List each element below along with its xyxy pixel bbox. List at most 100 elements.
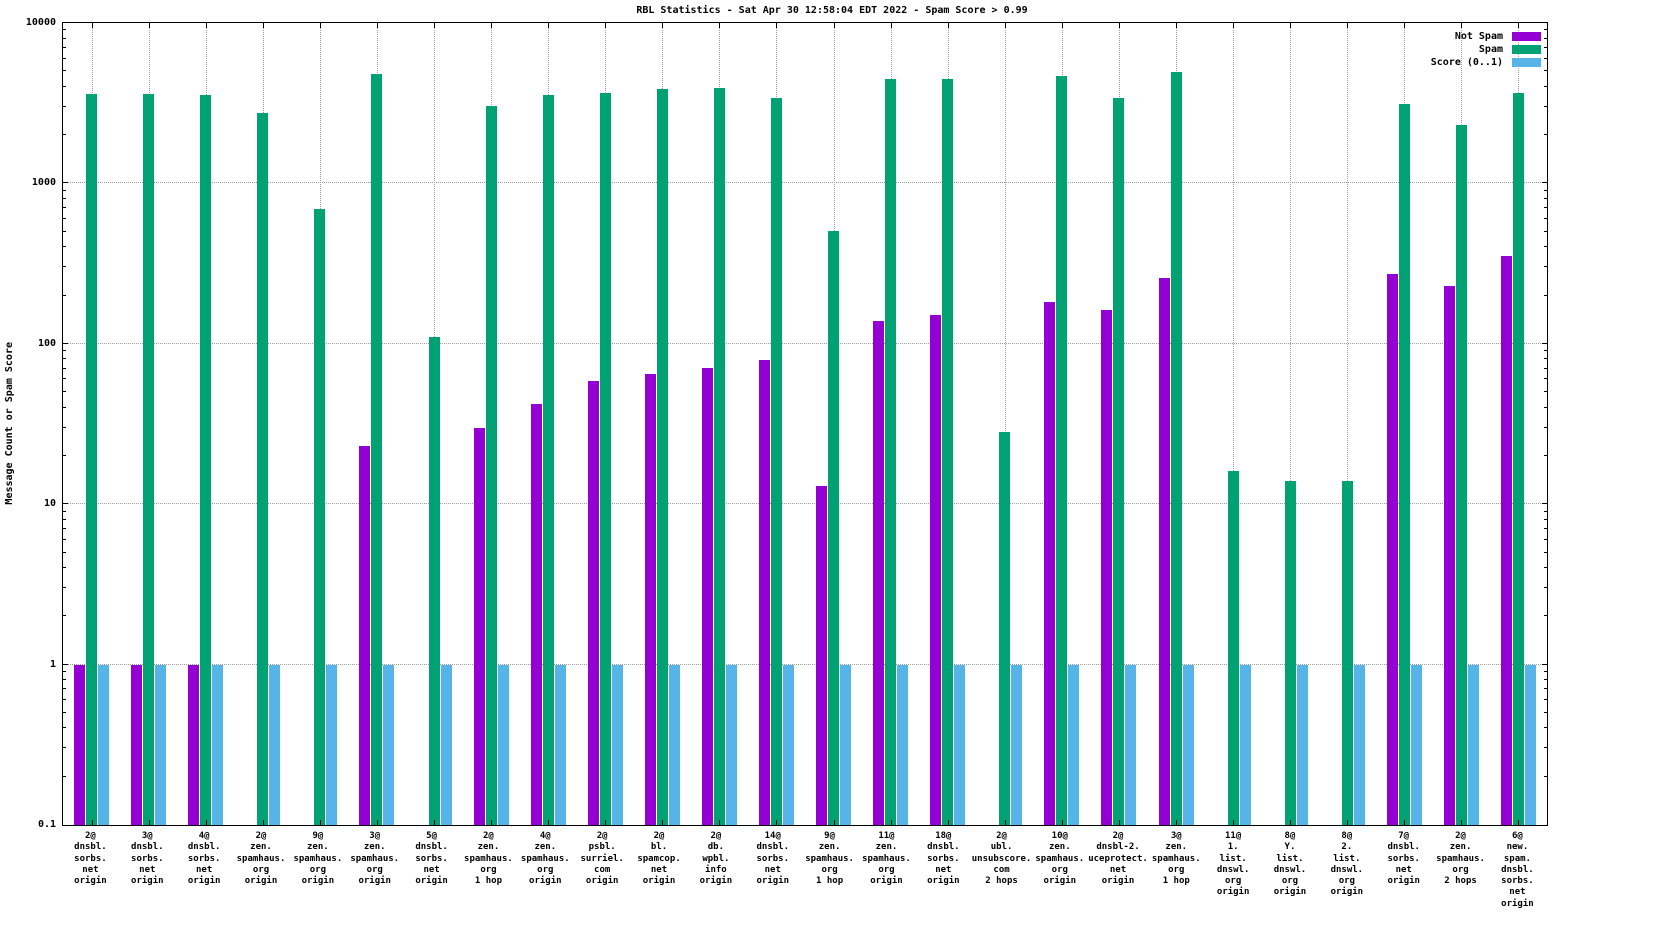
x-category-label: 11@ 1. list. dnswl. org origin [1216, 831, 1250, 898]
bar-spam [257, 112, 269, 825]
x-category-label: 2@ psbl. surriel. com origin [580, 831, 624, 886]
x-tick [319, 820, 321, 825]
category-group [1262, 23, 1319, 825]
category-group [976, 23, 1033, 825]
x-category-label: 8@ 2. list. dnswl. org origin [1330, 831, 1364, 898]
bar-spam [143, 94, 155, 825]
legend-label: Score (0..1) [1430, 57, 1503, 68]
y-minor-tick [1544, 587, 1547, 589]
bar-spam [713, 88, 725, 825]
x-tick [491, 820, 493, 825]
y-tick [63, 663, 68, 665]
x-tick [1347, 23, 1349, 28]
bar-not-spam [816, 485, 828, 825]
x-tick [890, 820, 892, 825]
y-tick-label: 1 [49, 658, 56, 670]
bar-not-spam [188, 664, 200, 825]
bar-spam [371, 73, 383, 825]
x-tick [605, 820, 607, 825]
x-tick [1461, 23, 1463, 28]
y-tick [63, 342, 68, 344]
legend-label: Spam [1478, 44, 1503, 55]
x-tick [1233, 23, 1235, 28]
bar-not-spam [359, 446, 371, 825]
y-minor-tick [1544, 615, 1547, 617]
x-tick [1290, 23, 1292, 28]
bar-spam [770, 97, 782, 825]
legend-item: Score (0..1) [1431, 56, 1541, 69]
category-group [1490, 23, 1547, 825]
x-category-label: 18@ dnsbl. sorbs. net origin [927, 831, 960, 886]
category-group [862, 23, 919, 825]
x-tick [1461, 820, 1463, 825]
y-minor-tick [1544, 358, 1547, 360]
y-minor-tick [1544, 246, 1547, 248]
bar-score-0-1 [1353, 664, 1365, 825]
bar-score-0-1 [155, 664, 167, 825]
bar-spam [314, 209, 326, 825]
legend-swatch [1512, 58, 1541, 67]
x-category-label: 4@ dnsbl. sorbs. net origin [187, 831, 221, 886]
x-tick [262, 820, 264, 825]
bar-spam [656, 89, 668, 825]
y-tick-label: 1000 [31, 177, 56, 189]
y-tick [1542, 342, 1547, 344]
y-axis-title-wrap: Message Count or Spam Score [2, 22, 16, 824]
bar-spam [1056, 75, 1068, 825]
x-category-label: 2@ ubl. unsubscore. com 2 hops [971, 831, 1032, 886]
category-group [520, 23, 577, 825]
legend-item: Not Spam [1431, 30, 1541, 43]
category-group [177, 23, 234, 825]
bar-spam [1398, 104, 1410, 825]
category-group [405, 23, 462, 825]
bar-score-0-1 [668, 664, 680, 825]
y-minor-tick [1544, 134, 1547, 136]
x-tick [890, 23, 892, 28]
bar-spam [86, 93, 98, 825]
category-group [291, 23, 348, 825]
y-gridline [63, 342, 1547, 344]
y-minor-tick [1544, 294, 1547, 296]
x-category-label: 3@ dnsbl. sorbs. net origin [131, 831, 164, 886]
y-minor-tick [1544, 699, 1547, 701]
x-tick [1233, 820, 1235, 825]
x-category-label: 2@ zen. spamhaus. org origin [236, 831, 286, 886]
bar-not-spam [1044, 301, 1056, 825]
category-group [1319, 23, 1376, 825]
bar-spam [200, 94, 212, 825]
x-tick [662, 820, 664, 825]
y-minor-tick [63, 538, 66, 540]
y-minor-tick [1544, 85, 1547, 87]
x-tick [434, 820, 435, 825]
y-minor-tick [63, 378, 66, 380]
y-minor-tick [1544, 189, 1547, 191]
y-minor-tick [1544, 29, 1547, 31]
y-minor-tick [1544, 727, 1547, 729]
x-tick [662, 23, 664, 28]
x-category-label: 10@ zen. spamhaus. org origin [1035, 831, 1085, 886]
bar-score-0-1 [1239, 664, 1251, 825]
x-tick [376, 23, 378, 28]
y-tick-label: 0.1 [37, 819, 56, 830]
y-minor-tick [1544, 528, 1547, 530]
y-minor-tick [63, 688, 66, 690]
y-minor-tick [63, 358, 66, 360]
x-tick [605, 23, 607, 28]
bar-not-spam [74, 664, 86, 825]
bar-not-spam [644, 373, 656, 825]
y-minor-tick [1544, 37, 1547, 39]
bar-not-spam [1443, 286, 1455, 825]
bar-not-spam [473, 427, 485, 825]
y-minor-tick [1544, 688, 1547, 690]
y-minor-tick [1544, 57, 1547, 59]
x-tick [548, 820, 550, 825]
x-tick [434, 23, 435, 28]
y-minor-tick [63, 670, 66, 672]
x-category-label: 2@ zen. spamhaus. org 1 hop [464, 831, 513, 886]
legend-swatch [1512, 32, 1541, 41]
x-tick [1518, 23, 1520, 28]
bar-score-0-1 [1068, 664, 1080, 825]
y-minor-tick [1544, 454, 1547, 456]
y-minor-tick [63, 294, 66, 296]
